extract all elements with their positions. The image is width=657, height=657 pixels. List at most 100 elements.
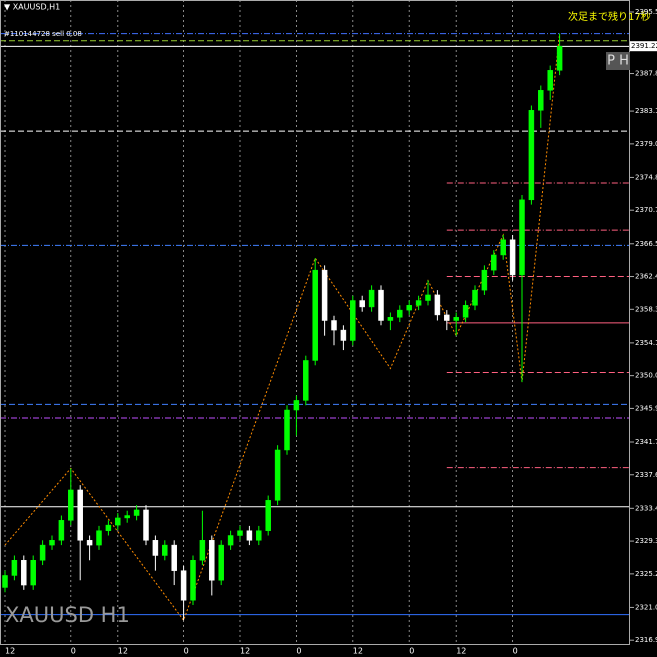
candle-body xyxy=(105,524,112,531)
candle-body xyxy=(359,300,365,308)
y-tick-label: 2379.00 xyxy=(635,140,657,148)
candle-body xyxy=(86,540,93,546)
candle-body xyxy=(68,489,74,521)
candle-body xyxy=(500,239,506,256)
candle-body xyxy=(491,254,497,271)
candle-body xyxy=(2,575,8,588)
candle-body xyxy=(397,309,403,318)
y-tick-label: 2350.00 xyxy=(635,372,657,380)
y-tick-label: 2354.10 xyxy=(635,339,657,347)
y-tick-label: 2387.80 xyxy=(635,70,657,78)
price-label-box xyxy=(630,41,657,52)
candle-body xyxy=(528,110,535,201)
plot-area xyxy=(0,0,630,645)
x-tick-label: 0 xyxy=(513,647,518,656)
candle-body xyxy=(378,289,384,321)
candle-body xyxy=(312,269,318,361)
x-tick-label: 12 xyxy=(240,647,250,656)
y-tick-label: 2383.10 xyxy=(635,107,657,115)
candle-body xyxy=(58,520,65,541)
y-tick-label: 2316.90 xyxy=(635,636,657,644)
y-tick-label: 2362.40 xyxy=(635,273,657,281)
order-label: #110144728 sell 0.08 xyxy=(4,30,82,38)
y-tick-label: 2333.40 xyxy=(635,504,657,512)
y-tick-label: 2366.50 xyxy=(635,240,657,248)
candle-body xyxy=(350,300,356,341)
badge: P H xyxy=(607,54,629,69)
candle-body xyxy=(293,400,300,411)
candle-body xyxy=(143,509,149,541)
plot-frame xyxy=(0,0,630,645)
y-tick-label: 2341.70 xyxy=(635,438,657,446)
candle-body xyxy=(340,329,347,341)
candle-body xyxy=(171,544,177,571)
candle-body xyxy=(331,320,337,331)
candle-body xyxy=(77,489,83,541)
candle-body xyxy=(39,544,46,561)
x-tick-label: 12 xyxy=(353,647,363,656)
y-tick-label: 2345.90 xyxy=(635,404,657,412)
candle-body xyxy=(434,294,441,316)
candle-body xyxy=(265,500,271,531)
candle-body xyxy=(274,449,281,501)
candle-body xyxy=(30,560,36,586)
badge-box xyxy=(606,52,630,70)
candle-body xyxy=(444,314,450,321)
candle-body xyxy=(199,540,206,561)
candle-body xyxy=(368,289,375,308)
y-tick-label: 2321.00 xyxy=(635,603,657,611)
candle-body xyxy=(256,530,262,541)
candle-body xyxy=(415,300,422,306)
candle-body xyxy=(237,530,243,536)
x-tick-label: 12 xyxy=(118,647,128,656)
candle-body xyxy=(218,544,224,581)
watermark: XAUUSD H1 xyxy=(5,603,130,627)
candle-body xyxy=(227,535,234,546)
candle-body xyxy=(538,90,544,111)
x-tick-label: 0 xyxy=(296,647,301,656)
candle-body xyxy=(133,509,140,516)
candle-body xyxy=(481,269,488,291)
x-tick-label: 12 xyxy=(5,647,15,656)
candle-body xyxy=(162,544,168,556)
y-tick-label: 2325.20 xyxy=(635,570,657,578)
y-tick-label: 2395.50 xyxy=(635,8,657,16)
x-tick-label: 0 xyxy=(409,647,414,656)
zigzag-line xyxy=(4,33,561,622)
y-tick-label: 2337.60 xyxy=(635,471,657,479)
y-tick-label: 2358.30 xyxy=(635,305,657,313)
candle-body xyxy=(180,570,187,601)
candle-body xyxy=(547,70,553,91)
candle-body xyxy=(321,269,328,321)
candle-body xyxy=(462,305,469,318)
price-label: 2391.22 xyxy=(631,42,657,50)
candle-body xyxy=(152,540,159,556)
candle-body xyxy=(21,560,27,586)
candle-body xyxy=(49,540,55,546)
candle-body xyxy=(190,560,196,601)
candle-body xyxy=(556,46,563,71)
candle-body xyxy=(303,360,309,401)
candle-body xyxy=(425,294,431,301)
candle-body xyxy=(509,239,516,276)
y-tick-label: 2329.30 xyxy=(635,537,657,545)
candle-body xyxy=(472,289,478,306)
x-tick-label: 0 xyxy=(184,647,189,656)
candle-body xyxy=(209,540,215,581)
candle-body xyxy=(11,560,18,576)
candle-body xyxy=(284,409,290,451)
y-tick-label: 2370.70 xyxy=(635,206,657,214)
x-tick-label: 12 xyxy=(456,647,466,656)
candle-body xyxy=(387,317,394,321)
candle-body xyxy=(124,515,130,519)
x-tick-label: 0 xyxy=(71,647,76,656)
candle-body xyxy=(246,530,253,541)
candle-body xyxy=(96,530,102,546)
candle-body xyxy=(453,317,459,321)
chart-title: ▼ XAUUSD,H1 xyxy=(4,3,60,12)
candle-body xyxy=(115,517,121,526)
candle-body xyxy=(519,199,525,276)
y-tick-label: 2374.80 xyxy=(635,173,657,181)
